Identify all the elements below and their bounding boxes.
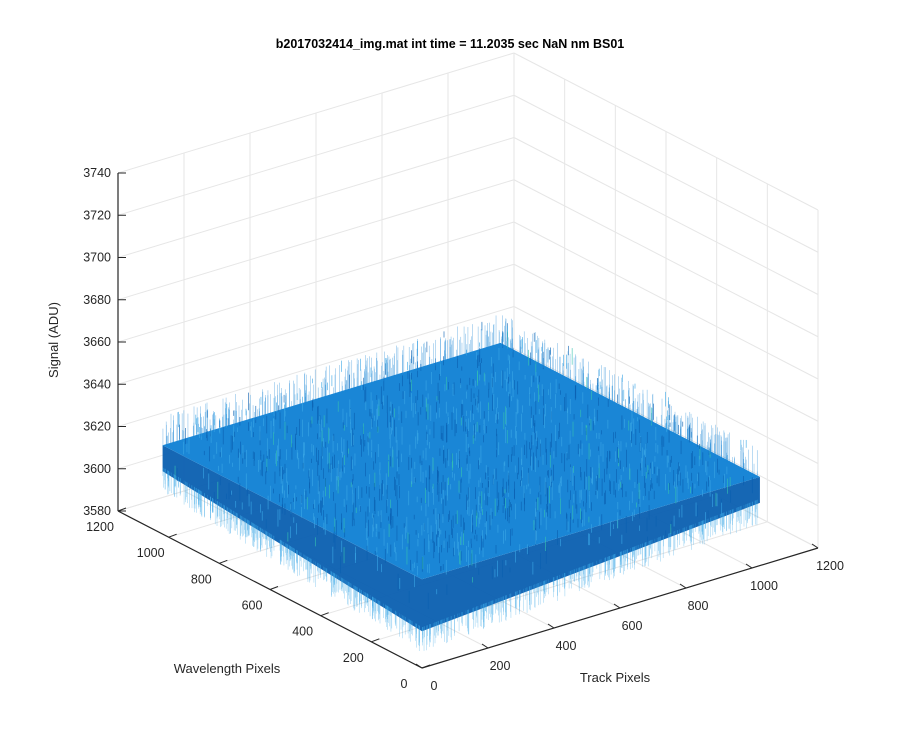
y-tick-label: 0 bbox=[401, 677, 408, 691]
x-tick-label: 1200 bbox=[816, 559, 844, 573]
y-tick-mark bbox=[168, 533, 177, 538]
x-tick-label: 1000 bbox=[750, 579, 778, 593]
tick-labels: 0 200 400 600 800 1000 1200 0 200 400 600 800 1000 12… bbox=[83, 166, 844, 693]
z-tick-label: 3620 bbox=[83, 420, 111, 434]
y-tick-mark bbox=[269, 586, 279, 590]
y-tick-mark bbox=[219, 559, 228, 564]
axes-lines bbox=[117, 172, 819, 669]
y-tick-label: 1200 bbox=[86, 520, 114, 534]
x-tick-label: 400 bbox=[556, 639, 577, 653]
x-tick-mark bbox=[745, 563, 753, 569]
z-tick-label: 3700 bbox=[83, 251, 111, 265]
y-tick-label: 200 bbox=[343, 651, 364, 665]
x-axis-label: Track Pixels bbox=[580, 670, 651, 685]
y-tick-mark bbox=[371, 638, 380, 643]
x-tick-label: 0 bbox=[431, 679, 438, 693]
surface bbox=[162, 315, 760, 652]
x-tick-mark bbox=[811, 543, 819, 549]
y-axis-label: Wavelength Pixels bbox=[174, 661, 281, 676]
surface-side-faces bbox=[162, 445, 760, 632]
y-tick-label: 400 bbox=[292, 625, 313, 639]
x-tick-mark bbox=[481, 643, 489, 649]
x-tick-mark bbox=[547, 623, 555, 629]
z-tick-label: 3660 bbox=[83, 335, 111, 349]
x-tick-mark bbox=[613, 603, 621, 609]
z-tick-label: 3740 bbox=[83, 166, 111, 180]
z-tick-label: 3720 bbox=[83, 208, 111, 222]
z-tick-label: 3640 bbox=[83, 377, 111, 391]
chart-title: b2017032414_img.mat int time = 11.2035 s… bbox=[276, 37, 625, 51]
surface-top-face bbox=[162, 342, 760, 580]
y-tick-label: 800 bbox=[191, 572, 212, 586]
y-tick-mark bbox=[421, 664, 431, 669]
y-tick-mark bbox=[320, 612, 329, 617]
z-tick-label: 3600 bbox=[83, 462, 111, 476]
x-tick-label: 800 bbox=[688, 599, 709, 613]
x-tick-label: 200 bbox=[490, 659, 511, 673]
x-tick-mark bbox=[679, 583, 687, 589]
z-tick-label: 3580 bbox=[83, 504, 111, 518]
x-tick-mark bbox=[415, 663, 423, 669]
z-tick-label: 3680 bbox=[83, 293, 111, 307]
y-tick-label: 1000 bbox=[137, 546, 165, 560]
y-tick-label: 600 bbox=[242, 599, 263, 613]
x-tick-label: 600 bbox=[622, 619, 643, 633]
surface-noise bbox=[162, 315, 759, 652]
z-axis-label: Signal (ADU) bbox=[46, 302, 61, 378]
